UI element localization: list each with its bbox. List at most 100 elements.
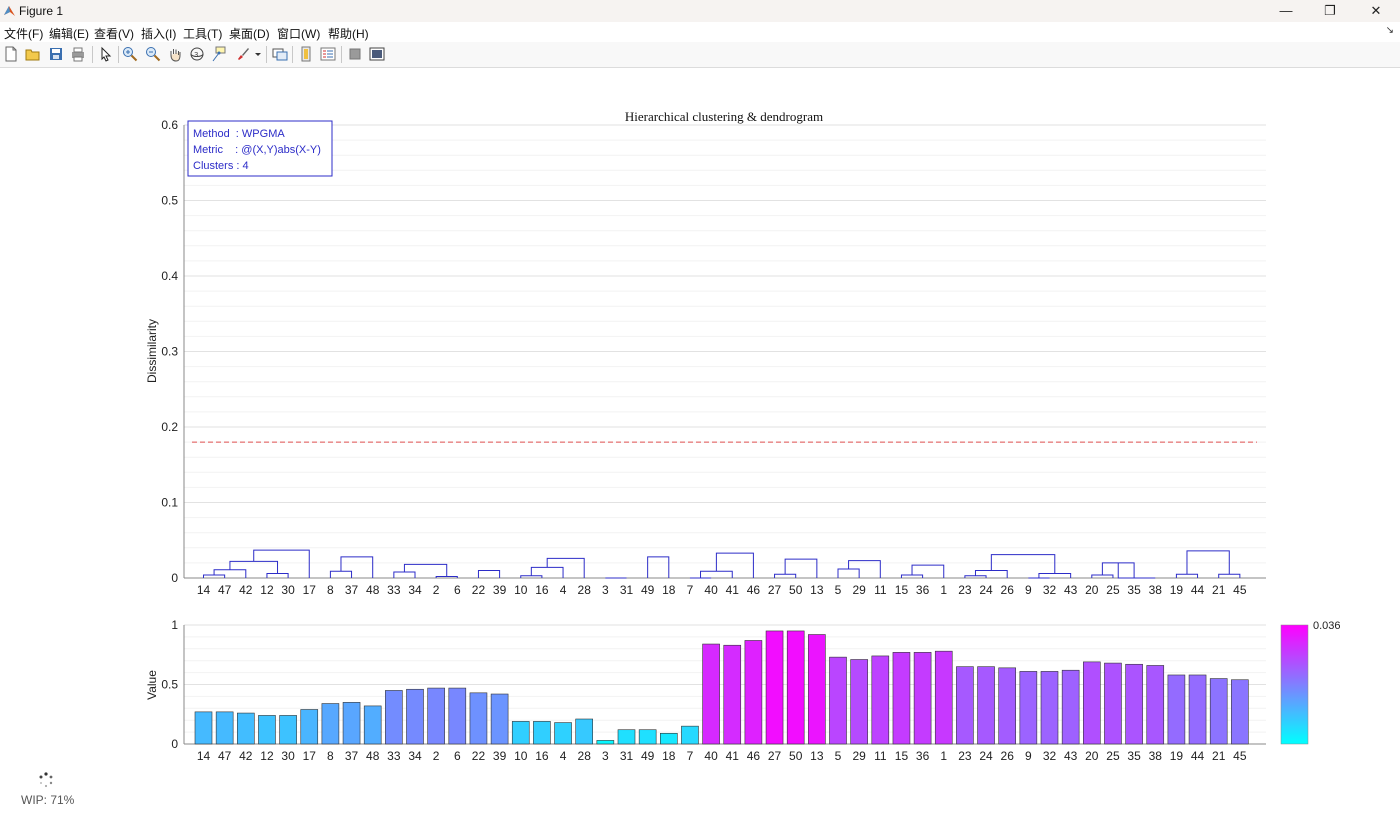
dendrogram-link <box>784 558 818 578</box>
rotate-3d-icon[interactable]: 3 <box>189 46 205 62</box>
bar <box>406 688 424 745</box>
leaf-label: 8 <box>327 583 334 597</box>
bar <box>723 644 742 745</box>
close-button[interactable]: ✕ <box>1370 3 1382 18</box>
leaf-label: 38 <box>1149 583 1163 597</box>
bar <box>638 729 657 745</box>
leaf-label: 6 <box>454 583 461 597</box>
print-icon[interactable] <box>70 46 86 62</box>
x-tick-label: 33 <box>387 749 401 763</box>
bar <box>956 666 974 745</box>
bar <box>385 690 403 745</box>
menu-insert[interactable]: 插入(I) <box>141 27 177 41</box>
hide-plot-tools-icon[interactable] <box>347 46 363 62</box>
dendrogram-link <box>393 571 416 578</box>
y-tick-label: 0.5 <box>161 678 178 692</box>
x-tick-label: 7 <box>687 749 694 763</box>
data-cursor-icon[interactable] <box>211 46 227 62</box>
minimize-button[interactable]: — <box>1279 3 1293 18</box>
x-tick-label: 45 <box>1233 749 1247 763</box>
dendrogram-link <box>253 549 310 578</box>
bar <box>300 709 319 745</box>
menu-window[interactable]: 窗口(W) <box>277 27 321 41</box>
leaf-label: 11 <box>874 583 887 597</box>
dendrogram-link <box>1175 573 1199 578</box>
colorbar-icon[interactable] <box>298 46 314 62</box>
new-figure-icon[interactable] <box>3 46 19 62</box>
brush-icon[interactable] <box>235 46 251 62</box>
x-tick-label: 48 <box>366 749 380 763</box>
leaf-label: 49 <box>641 583 655 597</box>
open-icon[interactable] <box>25 46 41 62</box>
leaf-label: 12 <box>260 583 274 597</box>
method-annotation-box: Method : WPGMA Metric : @(X,Y)abs(X-Y) C… <box>187 120 333 177</box>
x-tick-label: 9 <box>1025 749 1032 763</box>
legend-icon[interactable] <box>320 46 336 62</box>
bar <box>363 705 382 745</box>
x-tick-label: 27 <box>768 749 782 763</box>
leaf-label: 40 <box>704 583 718 597</box>
x-tick-label: 10 <box>514 749 528 763</box>
show-plot-tools-icon[interactable] <box>369 46 385 62</box>
bar <box>850 659 868 745</box>
bar <box>913 652 932 745</box>
x-tick-label: 13 <box>810 749 824 763</box>
restore-button[interactable]: ❐ <box>1324 3 1336 18</box>
leaf-label: 43 <box>1064 583 1078 597</box>
dendrogram-link <box>1038 572 1072 578</box>
bar <box>617 729 636 745</box>
bar <box>596 740 615 745</box>
menu-desktop[interactable]: 桌面(D) <box>229 27 270 41</box>
menu-tools[interactable]: 工具(T) <box>183 27 223 41</box>
x-tick-label: 4 <box>560 749 567 763</box>
leaf-label: 31 <box>620 583 634 597</box>
x-tick-label: 25 <box>1106 749 1120 763</box>
x-tick-label: 12 <box>260 749 274 763</box>
x-tick-label: 20 <box>1085 749 1099 763</box>
dendrogram-link <box>1117 562 1156 579</box>
bar <box>702 643 720 745</box>
bar <box>1104 662 1122 745</box>
figure-canvas: 0 0.1 0.2 0.3 0.4 0.5 0.6 Hierarchical cluster… <box>145 109 1341 763</box>
dendrogram-link <box>329 570 353 578</box>
menu-file[interactable]: 文件(F) <box>4 27 44 41</box>
dendrogram-grid <box>184 124 1266 579</box>
toolbar-separator <box>266 46 267 63</box>
x-tick-label: 38 <box>1149 749 1163 763</box>
dendrogram-leaf-labels: 14 47 42 12 30 17 8 37 48 33 34 2 6 22 39 10 16 4 28 3 31 49 1… <box>197 583 1247 597</box>
dendrogram-link <box>1218 573 1241 578</box>
zoom-out-icon[interactable] <box>145 46 161 62</box>
bar <box>1209 678 1228 745</box>
x-tick-label: 17 <box>303 749 317 763</box>
dendrogram-link <box>266 572 289 578</box>
leaf-label: 50 <box>789 583 803 597</box>
dendrogram-link <box>774 573 797 578</box>
dendrogram-link <box>530 566 564 578</box>
annotation-clusters: Clusters : 4 <box>193 160 249 172</box>
window-title: Figure 1 <box>19 4 64 18</box>
menu-view[interactable]: 查看(V) <box>94 27 134 41</box>
leaf-label: 48 <box>366 583 380 597</box>
leaf-label: 35 <box>1127 583 1141 597</box>
leaf-label: 29 <box>852 583 866 597</box>
y-tick-label: 0 <box>171 571 178 585</box>
bar <box>342 702 361 745</box>
toolbar-separator <box>118 46 119 63</box>
menu-edit[interactable]: 编辑(E) <box>49 27 89 41</box>
pointer-icon[interactable] <box>98 46 114 62</box>
chevron-down-icon[interactable] <box>253 46 263 62</box>
leaf-label: 30 <box>281 583 295 597</box>
dock-arrow-icon[interactable]: ↘ <box>1385 25 1394 36</box>
link-plot-icon[interactable] <box>272 46 288 62</box>
x-tick-label: 31 <box>620 749 634 763</box>
save-icon[interactable] <box>48 46 64 62</box>
toolbar-separator <box>92 46 93 63</box>
bar <box>427 687 445 745</box>
x-tick-label: 23 <box>958 749 972 763</box>
menu-help[interactable]: 帮助(H) <box>328 27 369 41</box>
dendrogram-y-axis: 0 0.1 0.2 0.3 0.4 0.5 0.6 <box>161 118 1266 585</box>
x-tick-label: 15 <box>895 749 909 763</box>
pan-icon[interactable] <box>167 46 183 62</box>
zoom-in-icon[interactable] <box>122 46 138 62</box>
leaf-label: 18 <box>662 583 676 597</box>
